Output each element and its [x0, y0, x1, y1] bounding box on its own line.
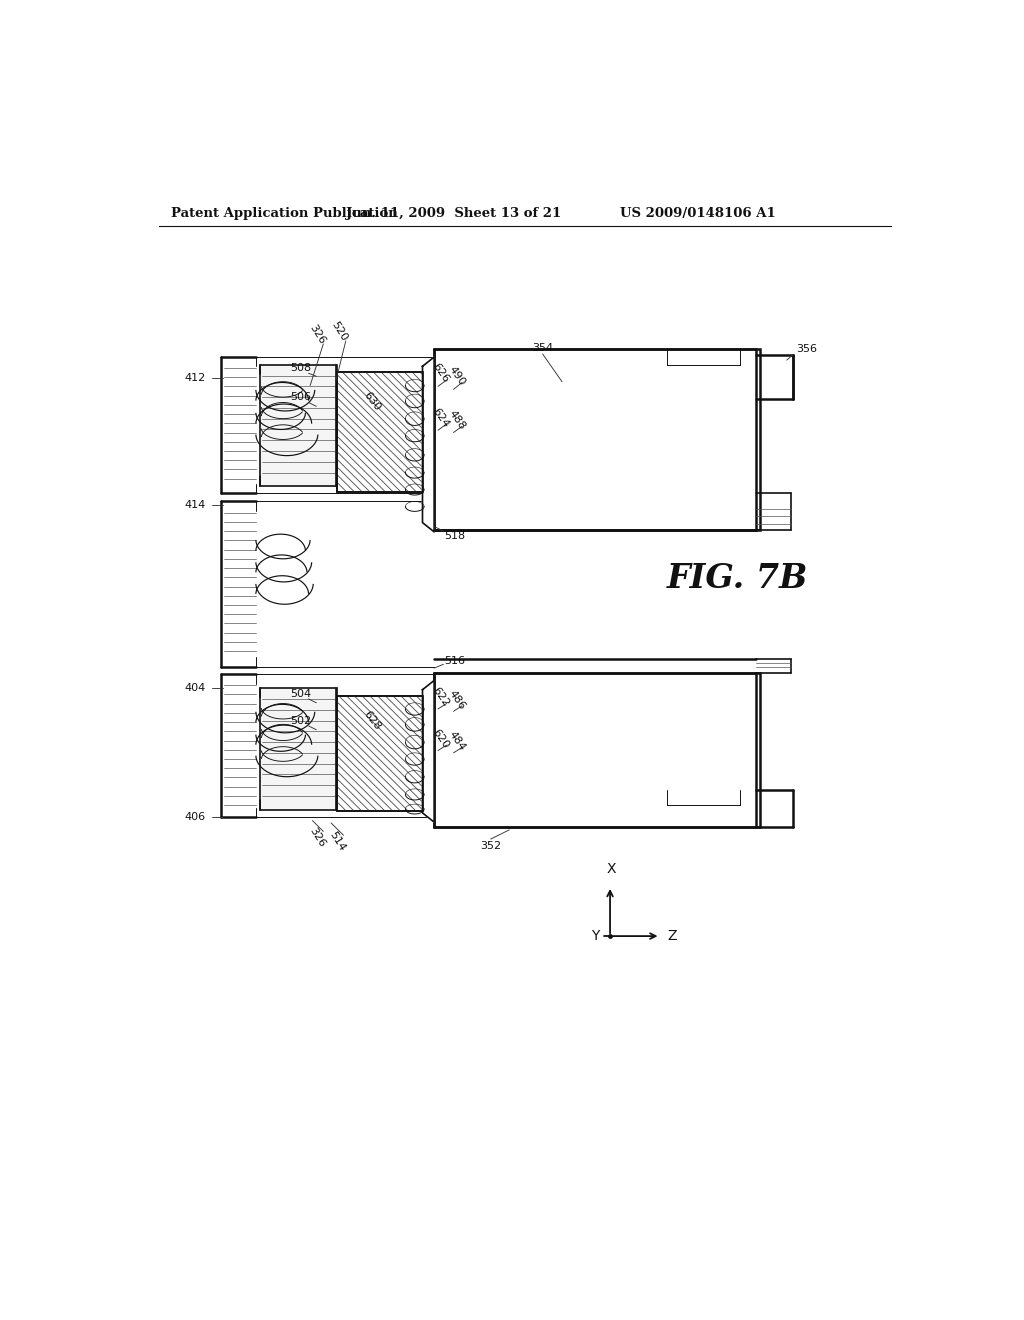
Text: 622: 622 [431, 686, 452, 709]
Text: 514: 514 [328, 830, 347, 853]
Text: 404: 404 [184, 684, 206, 693]
Text: 508: 508 [290, 363, 311, 372]
Bar [434, 673, 760, 826]
Text: US 2009/0148106 A1: US 2009/0148106 A1 [621, 207, 776, 220]
Text: 326: 326 [307, 826, 327, 849]
Text: 520: 520 [330, 319, 349, 342]
Text: Z: Z [668, 929, 677, 942]
Polygon shape [423, 358, 434, 532]
Text: Jun. 11, 2009  Sheet 13 of 21: Jun. 11, 2009 Sheet 13 of 21 [346, 207, 561, 220]
Polygon shape [423, 681, 434, 822]
Text: 628: 628 [361, 709, 383, 733]
Text: 356: 356 [796, 345, 817, 354]
Bar [260, 688, 337, 810]
Text: 624: 624 [431, 407, 452, 429]
Bar [337, 696, 423, 812]
Text: 488: 488 [446, 409, 467, 432]
Bar [337, 372, 423, 492]
Text: Patent Application Publication: Patent Application Publication [171, 207, 397, 220]
Text: 414: 414 [184, 500, 206, 510]
Text: 506: 506 [291, 392, 311, 403]
Text: 352: 352 [480, 841, 502, 851]
Bar [434, 350, 760, 531]
Text: 354: 354 [532, 343, 553, 352]
Bar [260, 364, 337, 487]
Text: X: X [607, 862, 616, 876]
Text: 484: 484 [446, 730, 467, 752]
Text: 490: 490 [446, 364, 467, 387]
Text: 626: 626 [431, 362, 452, 384]
Text: 504: 504 [290, 689, 311, 698]
Text: 630: 630 [361, 389, 383, 412]
Text: 486: 486 [446, 688, 467, 711]
Text: 326: 326 [307, 322, 327, 346]
Bar [337, 696, 423, 812]
Text: Y: Y [591, 929, 599, 942]
Text: 620: 620 [431, 727, 452, 751]
Text: 516: 516 [444, 656, 465, 667]
Bar [337, 372, 423, 492]
Text: 518: 518 [444, 531, 465, 541]
Text: FIG. 7B: FIG. 7B [667, 561, 808, 594]
Text: 406: 406 [184, 812, 206, 822]
Text: 502: 502 [290, 715, 311, 726]
Text: 412: 412 [184, 372, 206, 383]
